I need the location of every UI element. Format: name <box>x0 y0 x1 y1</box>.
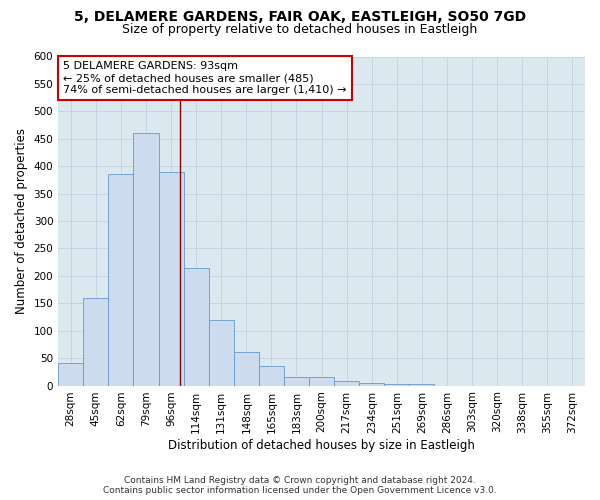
Bar <box>184 268 209 386</box>
Bar <box>133 134 158 386</box>
Bar <box>83 298 109 386</box>
Text: 5, DELAMERE GARDENS, FAIR OAK, EASTLEIGH, SO50 7GD: 5, DELAMERE GARDENS, FAIR OAK, EASTLEIGH… <box>74 10 526 24</box>
Bar <box>259 366 284 386</box>
Bar <box>109 174 133 386</box>
Bar <box>58 362 83 386</box>
Y-axis label: Number of detached properties: Number of detached properties <box>15 128 28 314</box>
Bar <box>209 320 234 386</box>
Bar <box>158 172 184 386</box>
Bar <box>359 383 385 386</box>
Bar <box>284 378 309 386</box>
Text: Size of property relative to detached houses in Eastleigh: Size of property relative to detached ho… <box>122 22 478 36</box>
Text: 5 DELAMERE GARDENS: 93sqm
← 25% of detached houses are smaller (485)
74% of semi: 5 DELAMERE GARDENS: 93sqm ← 25% of detac… <box>64 62 347 94</box>
Bar <box>385 384 409 386</box>
Bar <box>409 384 434 386</box>
Bar <box>234 352 259 386</box>
Bar <box>309 378 334 386</box>
X-axis label: Distribution of detached houses by size in Eastleigh: Distribution of detached houses by size … <box>168 440 475 452</box>
Bar <box>334 381 359 386</box>
Text: Contains HM Land Registry data © Crown copyright and database right 2024.
Contai: Contains HM Land Registry data © Crown c… <box>103 476 497 495</box>
